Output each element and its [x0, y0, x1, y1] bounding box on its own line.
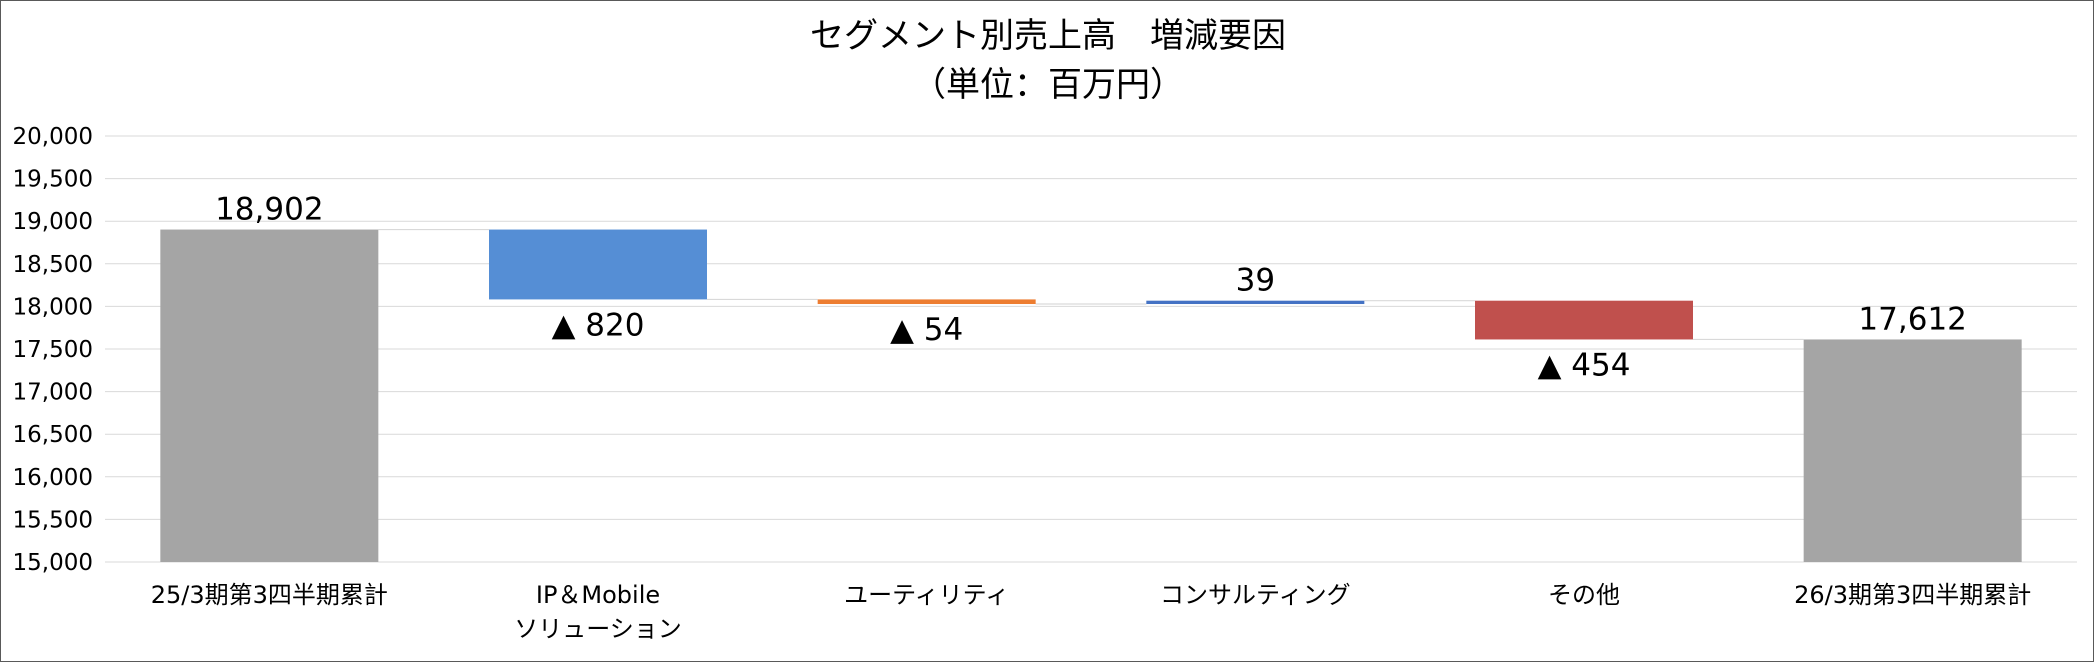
y-axis-ticks: 15,000 15,500 16,000 16,500 17,000 17,500 18,0…	[13, 124, 93, 576]
x-tick-label: ソリューション	[514, 615, 682, 643]
bars	[160, 229, 2022, 562]
data-label: 18,902	[215, 192, 323, 228]
chart-subtitle: （単位：百万円）	[912, 65, 1184, 105]
delta-bar	[817, 299, 1036, 305]
total-bar	[1803, 339, 2022, 562]
x-tick-label: 25/3期第3四半期累計	[151, 581, 388, 609]
connector-lines	[378, 228, 1804, 341]
x-tick-label: IP＆Mobile	[536, 581, 660, 609]
delta-bar	[1475, 300, 1693, 340]
x-tick-label: その他	[1548, 581, 1620, 609]
data-label: ▲ 454	[1538, 347, 1631, 383]
y-tick-label: 17,500	[13, 337, 93, 363]
y-tick-label: 15,500	[13, 507, 93, 533]
y-tick-label: 20,000	[13, 124, 93, 150]
y-tick-label: 18,500	[13, 252, 93, 278]
y-tick-label: 18,000	[13, 294, 93, 320]
total-bar	[160, 229, 379, 562]
y-tick-label: 16,000	[13, 465, 93, 491]
gridlines	[105, 135, 2077, 563]
data-label: 17,612	[1858, 301, 1966, 337]
x-tick-label: 26/3期第3四半期累計	[1794, 581, 2031, 609]
data-label: 39	[1236, 263, 1275, 299]
data-label: ▲ 820	[552, 307, 645, 343]
y-tick-label: 16,500	[13, 422, 93, 448]
y-tick-label: 19,000	[13, 209, 93, 235]
x-tick-label: コンサルティング	[1160, 581, 1351, 609]
delta-bar	[1146, 300, 1365, 305]
y-tick-label: 15,000	[13, 550, 93, 576]
x-tick-label: ユーティリティ	[844, 581, 1009, 609]
x-axis-ticks: 25/3期第3四半期累計 IP＆Mobile ソリューション ユーティリティ コンサルテ…	[151, 581, 2032, 643]
delta-bar	[489, 229, 707, 300]
y-tick-label: 19,500	[13, 167, 93, 193]
y-tick-label: 17,000	[13, 380, 93, 406]
chart-title: セグメント別売上高 増減要因	[810, 16, 1286, 56]
data-label: ▲ 54	[890, 312, 963, 348]
data-labels: 18,902 ▲ 820 ▲ 54 39 ▲ 454 17,612	[215, 192, 1967, 384]
